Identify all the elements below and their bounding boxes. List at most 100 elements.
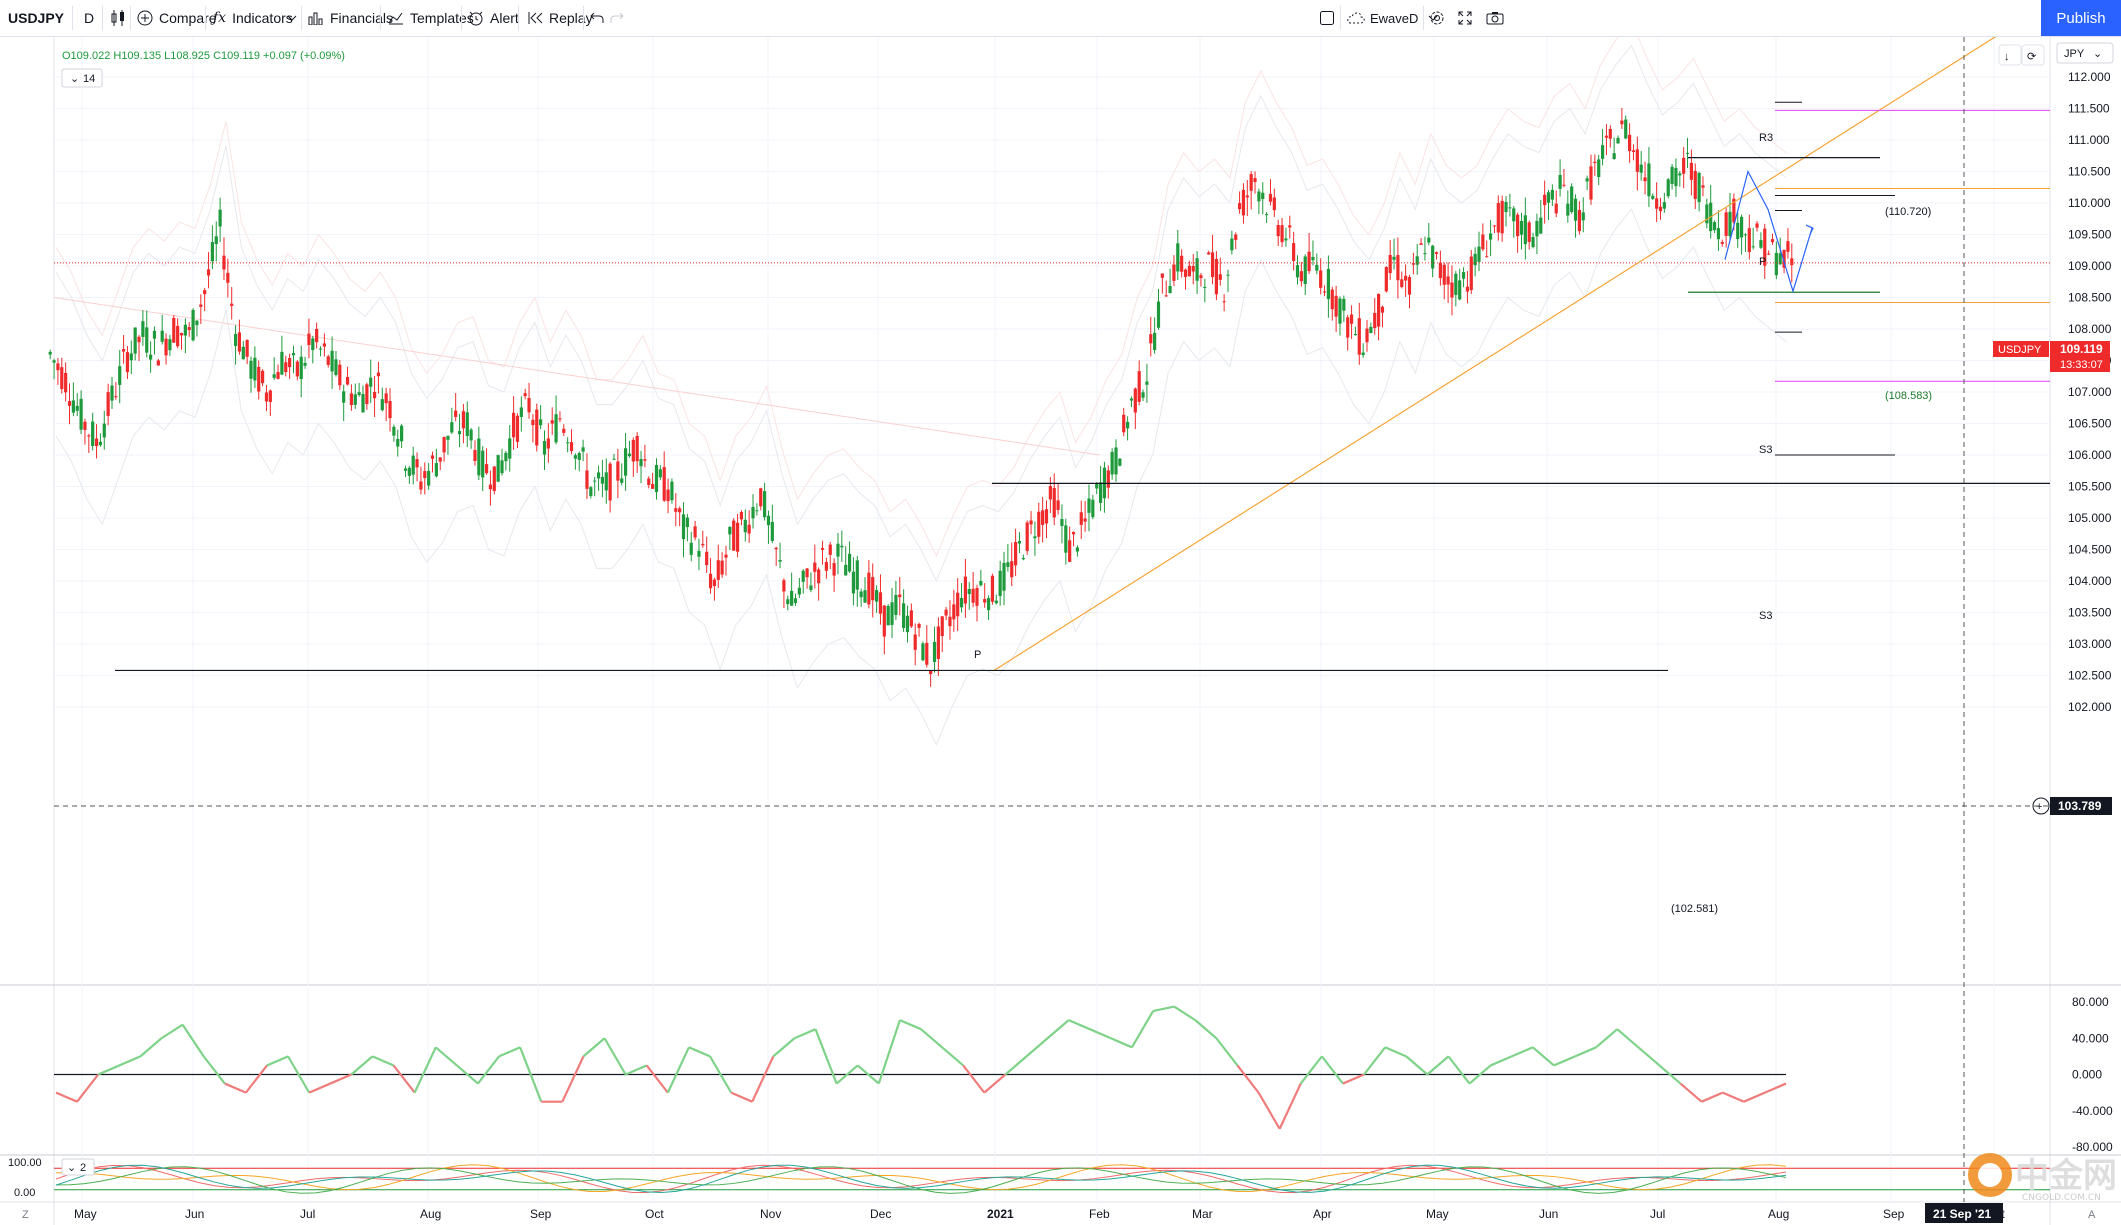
candle-body [168,339,172,351]
price-tick-label: 107.000 [2068,385,2112,399]
candle-body [176,325,180,347]
candle-body [1705,204,1709,224]
alert-label: Alert [490,10,519,26]
snapshot-button[interactable] [1486,0,1504,36]
candle-body [817,569,821,584]
candle-body [48,351,52,355]
undo-button[interactable] [590,0,604,36]
fullscreen-button[interactable] [1458,0,1472,36]
candle-body [1156,301,1161,328]
layout-menu[interactable]: EwaveD [1347,0,1438,36]
candle-body [164,338,168,356]
candle-body [886,606,890,626]
candle-body [1195,258,1199,281]
candle-body [342,391,346,403]
candle-body [307,333,311,345]
publish-button[interactable]: Publish [2041,0,2121,36]
time-axis[interactable]: May Jun Jul Aug Sep Oct Nov Dec 2021 Feb Mar Apr May… [74,1207,2005,1221]
candle-body [1149,334,1153,344]
candle-body [299,356,303,380]
templates-button[interactable]: Templates [388,0,474,36]
candle-body [1326,268,1330,300]
redo-button[interactable] [610,0,624,36]
scale-down-button[interactable]: ↓ [1998,44,2022,66]
candle-body [199,304,203,307]
candle-body [809,585,813,590]
candle-body [743,519,747,533]
candle-body [847,553,852,572]
osc-segment [498,1046,521,1058]
interval-button[interactable]: D [84,10,95,26]
candle-body [1658,206,1663,212]
candle-body [832,563,836,576]
timezone-button[interactable]: Z [22,1209,29,1221]
chart-type-button[interactable] [110,0,126,36]
rewind-icon [527,11,543,25]
fullscreen-select-button[interactable] [1319,0,1335,36]
candle-body [871,577,875,601]
settings-button[interactable] [1429,0,1445,36]
candle-body [1265,214,1269,216]
candle-body [1052,488,1056,518]
candle-body [596,472,601,479]
time-tick-label: Apr [1313,1207,1332,1221]
candle-body [1593,161,1597,164]
candle-body [898,594,902,598]
candle-body [1450,282,1454,298]
compare-button[interactable]: Compare [137,0,217,36]
osc-segment [1468,1064,1492,1085]
osc-segment [118,1055,141,1067]
price-tick-label: 112.000 [2068,70,2111,84]
symbol-search[interactable]: USDJPY [8,10,65,26]
osc-tick-label: 40.000 [2072,1031,2109,1045]
candle-body [415,459,419,468]
indicators-dropdown[interactable] [287,0,297,36]
candle-body [1365,328,1369,343]
price-tick-label: 108.000 [2068,322,2112,336]
financials-button[interactable]: Financials [308,0,393,36]
candle-body [689,542,693,555]
candle-body [716,560,720,580]
candle-body [434,463,438,477]
auto-scale-toggle[interactable]: A [2088,1209,2096,1221]
chart-area[interactable]: O109.022 H109.135 L108.925 C109.119 +0.0… [0,37,2121,1225]
price-tick-label: 111.000 [2068,133,2110,147]
stochastic-legend[interactable]: ⌄ 2 [61,1158,95,1176]
candle-body [1743,234,1748,236]
candle-body [1655,198,1659,209]
candle-body [515,415,520,442]
candle-body [1280,225,1284,243]
candle-body [210,242,214,262]
osc-segment [1194,1019,1218,1040]
candle-body [1469,256,1473,291]
candle-body [98,441,103,446]
function-icon: ƒx [213,10,227,26]
candle-body [1496,203,1500,233]
candle-body [1373,312,1377,329]
price-axis[interactable]: 112.000 111.500 111.000 110.500 110.000 109.5… [2068,70,2112,714]
candle-body [790,590,794,606]
alert-button[interactable]: Alert [468,0,519,36]
candle-body [693,526,697,538]
currency-select[interactable]: JPY ⌄ [2056,42,2114,64]
indicator-legend[interactable]: ⌄ 14 [61,68,103,88]
upper-band [55,44,1787,583]
candle-body [481,450,485,478]
candle-body [666,489,670,502]
time-tick-label: Jul [300,1207,315,1221]
indicators-button[interactable]: ƒx Indicators [213,0,293,36]
candle-body [423,471,427,479]
candle-body [1736,222,1740,240]
candle-body [1458,280,1462,300]
osc-segment [1384,1046,1407,1058]
candle-body [1396,255,1400,281]
candle-body [260,370,265,384]
candle-body [1222,301,1226,303]
candle-body [654,464,659,493]
osc-segment [751,1055,775,1103]
candle-body [558,418,562,420]
replay-button[interactable]: Replay [527,0,593,36]
auto-scale-button[interactable]: ⟳ [2021,44,2045,66]
candle-body [1369,326,1373,334]
candle-body [1481,234,1485,250]
